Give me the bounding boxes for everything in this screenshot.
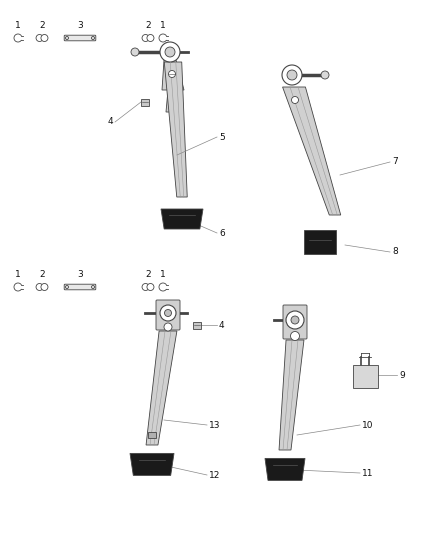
Circle shape <box>131 48 139 56</box>
Circle shape <box>147 35 154 42</box>
Text: 2: 2 <box>145 21 151 30</box>
Text: 1: 1 <box>160 270 166 279</box>
Text: 2: 2 <box>145 270 151 279</box>
Text: 9: 9 <box>399 370 405 379</box>
Polygon shape <box>279 340 304 450</box>
FancyBboxPatch shape <box>64 35 96 41</box>
Circle shape <box>282 65 302 85</box>
Text: 11: 11 <box>362 469 374 478</box>
Text: 4: 4 <box>219 320 225 329</box>
Circle shape <box>36 284 43 290</box>
Circle shape <box>290 332 300 341</box>
Circle shape <box>286 311 304 329</box>
FancyBboxPatch shape <box>156 300 180 330</box>
FancyBboxPatch shape <box>64 284 96 290</box>
Text: 6: 6 <box>219 229 225 238</box>
Text: 1: 1 <box>15 270 21 279</box>
Circle shape <box>142 284 149 290</box>
Text: 3: 3 <box>77 270 83 279</box>
Circle shape <box>164 323 172 331</box>
FancyBboxPatch shape <box>193 321 201 328</box>
Circle shape <box>66 286 68 288</box>
Circle shape <box>36 35 43 42</box>
Polygon shape <box>146 331 177 445</box>
Text: 7: 7 <box>392 157 398 166</box>
Polygon shape <box>265 458 305 480</box>
FancyBboxPatch shape <box>148 432 156 438</box>
Circle shape <box>41 35 48 42</box>
Circle shape <box>321 71 329 79</box>
FancyBboxPatch shape <box>141 99 149 106</box>
Circle shape <box>142 35 149 42</box>
Text: 13: 13 <box>209 421 220 430</box>
Text: 1: 1 <box>160 21 166 30</box>
Circle shape <box>147 284 154 290</box>
Circle shape <box>41 284 48 290</box>
Text: 12: 12 <box>209 471 220 480</box>
Circle shape <box>292 96 299 103</box>
FancyBboxPatch shape <box>353 365 378 387</box>
Text: 5: 5 <box>219 133 225 141</box>
Text: 3: 3 <box>77 21 83 30</box>
Circle shape <box>92 286 95 288</box>
Text: 2: 2 <box>39 270 45 279</box>
Circle shape <box>66 36 68 39</box>
Circle shape <box>160 305 176 321</box>
Text: 4: 4 <box>107 117 113 126</box>
Circle shape <box>287 70 297 80</box>
Polygon shape <box>283 87 341 215</box>
Text: 1: 1 <box>15 21 21 30</box>
Circle shape <box>169 70 176 77</box>
Polygon shape <box>130 454 174 475</box>
Circle shape <box>291 316 299 324</box>
Polygon shape <box>161 209 203 229</box>
Circle shape <box>165 310 172 317</box>
Text: 2: 2 <box>39 21 45 30</box>
Polygon shape <box>162 60 184 112</box>
Text: 10: 10 <box>362 421 374 430</box>
FancyBboxPatch shape <box>283 305 307 339</box>
Circle shape <box>92 36 95 39</box>
Polygon shape <box>304 230 336 254</box>
Text: 8: 8 <box>392 247 398 256</box>
Circle shape <box>160 42 180 62</box>
Circle shape <box>165 47 175 57</box>
Polygon shape <box>164 62 187 197</box>
